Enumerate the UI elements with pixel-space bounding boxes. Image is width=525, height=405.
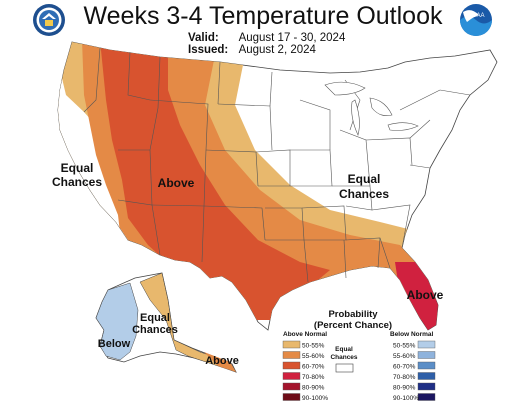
legend-above-item-label: 70-80%: [302, 374, 325, 381]
legend: Probability (Percent Chance) Above Norma…: [282, 309, 436, 402]
legend-above-item-label: 60-70%: [302, 364, 325, 371]
great-lakes: [324, 81, 419, 136]
label-east-equal-2: Chances: [339, 187, 389, 201]
legend-above-item-swatch: [282, 361, 301, 370]
label-west-equal-2: Chances: [52, 175, 102, 189]
legend-below-item-swatch: [417, 351, 436, 359]
legend-above-item-swatch: [282, 351, 301, 359]
noaa-logo-icon: NOAA: [460, 4, 492, 36]
alaska-above-55-60: [204, 352, 236, 372]
page-title: Weeks 3-4 Temperature Outlook: [83, 2, 443, 30]
legend-above-header: Above Normal: [283, 331, 327, 338]
label-east-equal-1: Equal: [348, 172, 381, 186]
legend-below-item-label: 50-55%: [393, 343, 416, 350]
label-alaska-below: Below: [98, 338, 131, 350]
label-above-main: Above: [158, 176, 195, 190]
state-borders: [83, 47, 471, 283]
legend-above-item-label: 80-90%: [302, 385, 325, 392]
alaska-below-50-55: [95, 282, 139, 361]
legend-below-header: Below Normal: [390, 331, 434, 338]
legend-below-item-swatch: [417, 340, 436, 349]
legend-equal-swatch: [335, 363, 354, 373]
header: Weeks 3-4 Temperature Outlook Valid: Aug…: [0, 0, 525, 60]
legend-above-item-swatch: [282, 340, 301, 349]
legend-above-items: 50-55% 55-60% 60-70% 70-80% 80-90% 90-100%: [282, 340, 328, 402]
doc-seal-icon: [33, 4, 65, 36]
issued-date: Issued: August 2, 2024: [188, 44, 316, 56]
noaa-logo-text: NOAA: [467, 13, 484, 19]
valid-period: Valid: August 17 - 30, 2024: [188, 32, 345, 44]
legend-above-item-swatch: [282, 393, 301, 401]
legend-title-2: (Percent Chance): [314, 320, 392, 331]
label-west-equal-1: Equal: [61, 161, 94, 175]
legend-below-item-swatch: [417, 361, 436, 370]
legend-above-item-label: 90-100%: [302, 395, 328, 402]
legend-above-item-label: 50-55%: [302, 343, 325, 350]
legend-below-item-swatch: [417, 393, 436, 401]
legend-below-item-label: 90-100%: [393, 395, 419, 402]
legend-below-item-label: 70-80%: [393, 374, 416, 381]
legend-equal-2: Chances: [330, 354, 357, 361]
label-alaska-equal-2: Chances: [132, 324, 178, 336]
label-alaska-equal-1: Equal: [140, 312, 170, 324]
label-above-florida: Above: [407, 288, 444, 302]
alaska: [95, 272, 237, 373]
valid-value: August 17 - 30, 2024: [238, 32, 346, 44]
legend-equal-1: Equal: [335, 346, 353, 353]
legend-below-item-swatch: [417, 382, 436, 391]
legend-below-items: 50-55% 55-60% 60-70% 70-80% 80-90% 90-100%: [393, 340, 436, 402]
issued-label: Issued:: [188, 44, 229, 56]
legend-above-item-swatch: [282, 372, 301, 380]
legend-below-item-label: 80-90%: [393, 385, 416, 392]
valid-label: Valid:: [188, 32, 219, 44]
legend-title-1: Probability: [328, 309, 378, 320]
label-alaska-above: Above: [205, 355, 239, 367]
legend-above-item-swatch: [282, 382, 301, 391]
legend-below-item-label: 60-70%: [393, 364, 416, 371]
legend-above-item-label: 55-60%: [302, 353, 325, 360]
issued-value: August 2, 2024: [238, 44, 316, 56]
legend-below-item-label: 55-60%: [393, 353, 416, 360]
legend-below-item-swatch: [417, 372, 436, 380]
